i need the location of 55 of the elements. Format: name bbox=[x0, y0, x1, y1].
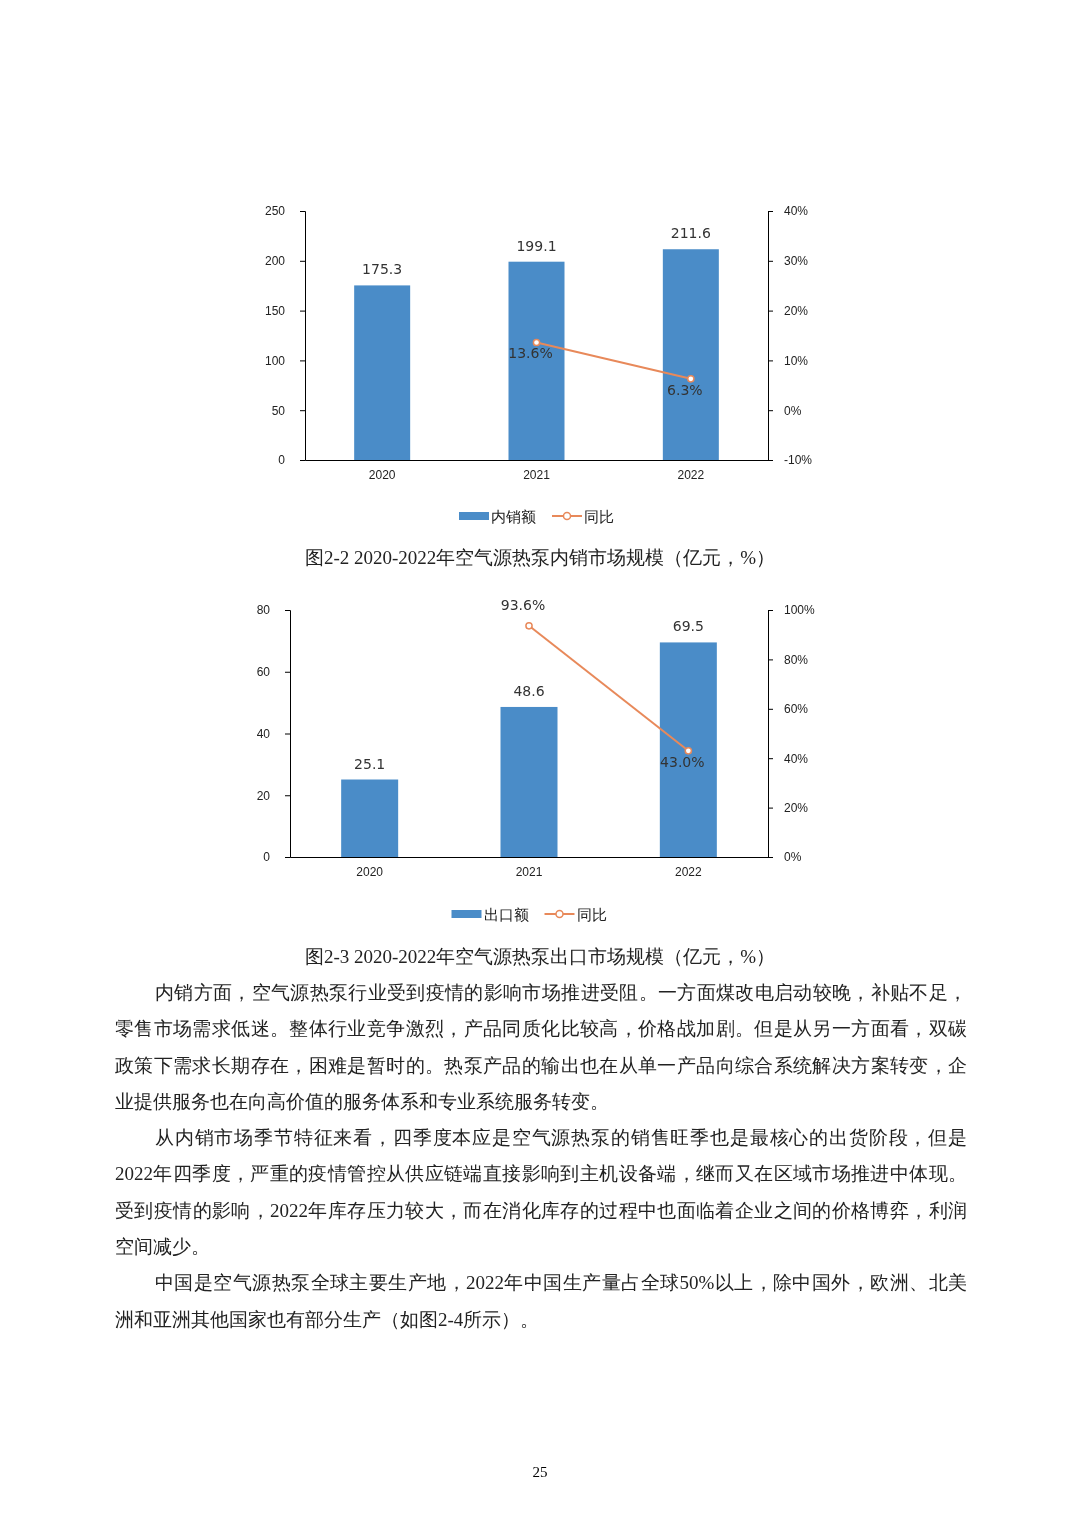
y2-tick-label: 60% bbox=[784, 702, 809, 717]
x-tick-label: 2021 bbox=[523, 467, 551, 482]
bar bbox=[659, 642, 717, 857]
data-label: 175.3 bbox=[362, 261, 403, 278]
y-tick-label: 60 bbox=[256, 665, 271, 680]
y-tick-label: 0 bbox=[278, 453, 286, 468]
y2-tick-label: 20% bbox=[784, 303, 809, 318]
y-tick-label: 200 bbox=[264, 254, 286, 269]
text: 图2-2 2020-2022年空气源热泵内销市场规模（亿元，%） bbox=[303, 546, 777, 570]
x-tick-label: 2020 bbox=[356, 864, 384, 879]
y2-tick-label: -10% bbox=[784, 453, 813, 468]
y2-tick-label: 0% bbox=[784, 850, 802, 865]
y2-tick-label: 30% bbox=[784, 254, 809, 269]
bar bbox=[508, 261, 565, 460]
text: 图2-3 2020-2022年空气源热泵出口市场规模（亿元，%） bbox=[303, 945, 777, 969]
text: 从内销市场季节特征来看，四季度本应是空气源热泵的销售旺季也是最核心的出货阶段，但是2022年四季度，严重的疫情管控从供应链端直接影响到主机设备端，继而又在区域市场推进中体现。受到疫情的影响，2022年库存压力较大，而在消化库存的过程中也面临着企业之间的价格博弈，利润空间减少。 bbox=[115, 1126, 967, 1260]
y-tick-label: 150 bbox=[264, 303, 286, 318]
data-label: 13.6% bbox=[508, 345, 553, 362]
x-tick-label: 2022 bbox=[677, 467, 705, 482]
text: 25 bbox=[531, 1464, 549, 1481]
bar bbox=[354, 285, 411, 460]
bar bbox=[341, 779, 399, 857]
y-tick-label: 0 bbox=[263, 850, 271, 865]
y-tick-label: 250 bbox=[264, 204, 286, 219]
data-label: 25.1 bbox=[354, 755, 386, 772]
data-label: 211.6 bbox=[670, 225, 711, 242]
data-label: 6.3% bbox=[667, 381, 703, 398]
y2-tick-label: 10% bbox=[784, 353, 809, 368]
bar bbox=[500, 706, 558, 857]
y2-tick-label: 80% bbox=[784, 652, 809, 667]
legend-label: 内销额 bbox=[491, 508, 536, 526]
x-tick-label: 2020 bbox=[368, 467, 396, 482]
x-tick-label: 2022 bbox=[674, 864, 702, 879]
y-tick-label: 100 bbox=[264, 353, 286, 368]
data-label: 93.6% bbox=[500, 596, 546, 613]
text: 中国是空气源热泵全球主要生产地，2022年中国生产量占全球50%以上，除中国外，欧洲、北美洲和亚洲其他国家也有部分生产（如图2-4所示）。 bbox=[115, 1271, 967, 1332]
y2-tick-label: 20% bbox=[784, 800, 809, 815]
bar bbox=[662, 249, 719, 460]
x-tick-label: 2021 bbox=[515, 864, 543, 879]
y-tick-label: 80 bbox=[256, 603, 271, 618]
data-label: 69.5 bbox=[672, 618, 704, 635]
data-label: 199.1 bbox=[516, 237, 557, 254]
y2-tick-label: 100% bbox=[784, 603, 816, 618]
legend-label: 同比 bbox=[576, 906, 607, 924]
y2-tick-label: 40% bbox=[784, 751, 809, 766]
y2-tick-label: 0% bbox=[784, 403, 802, 418]
legend-label: 出口额 bbox=[483, 906, 529, 924]
y-tick-label: 20 bbox=[256, 788, 271, 803]
data-label: 43.0% bbox=[660, 753, 705, 770]
text: 内销方面，空气源热泵行业受到疫情的影响市场推进受阻。一方面煤改电启动较晚，补贴不足，零售市场需求低迷。整体行业竞争激烈，产品同质化比较高，价格战加剧。但是从另一方面看，双碳政策下需求长期存在，困难是暂时的。热泵产品的输出也在从单一产品向综合系统解决方案转变，企业提供服务也在向高价值的服务体系和专业系统服务转变。 bbox=[115, 981, 967, 1114]
legend-label: 同比 bbox=[584, 508, 614, 526]
data-label: 48.6 bbox=[513, 682, 545, 699]
y-tick-label: 50 bbox=[271, 403, 286, 418]
y2-tick-label: 40% bbox=[784, 204, 809, 219]
y-tick-label: 40 bbox=[256, 726, 271, 741]
